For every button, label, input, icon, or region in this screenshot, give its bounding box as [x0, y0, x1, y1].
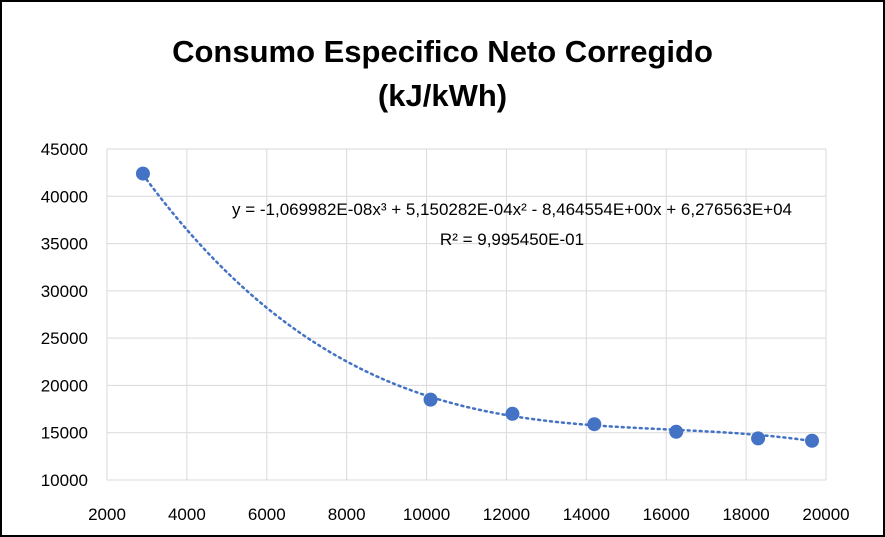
- x-tick-label: 2000: [88, 505, 126, 524]
- x-tick-label: 6000: [248, 505, 286, 524]
- data-point: [805, 433, 820, 448]
- y-tick-label: 30000: [41, 282, 88, 301]
- y-tick-label: 15000: [41, 424, 88, 443]
- trendline-labels: y = -1,069982E-08x³ + 5,150282E-04x² - 8…: [232, 200, 792, 249]
- trendline-equation: y = -1,069982E-08x³ + 5,150282E-04x² - 8…: [232, 200, 792, 219]
- y-tick-label: 40000: [41, 187, 88, 206]
- x-tick-label: 8000: [328, 505, 366, 524]
- data-point: [669, 424, 684, 439]
- data-point: [135, 166, 150, 181]
- trendline-r2: R² = 9,995450E-01: [440, 230, 584, 249]
- data-point: [505, 406, 520, 421]
- y-tick-label: 45000: [41, 140, 88, 159]
- x-tick-label: 4000: [168, 505, 206, 524]
- x-tick-label: 14000: [563, 505, 610, 524]
- x-tick-label: 16000: [643, 505, 690, 524]
- data-point: [423, 392, 438, 407]
- x-tick-label: 10000: [403, 505, 450, 524]
- data-point: [751, 431, 766, 446]
- x-tick-label: 20000: [802, 505, 849, 524]
- y-tick-label: 10000: [41, 471, 88, 490]
- data-points: [135, 166, 820, 448]
- y-tick-label: 20000: [41, 376, 88, 395]
- trendline-layer: [141, 173, 814, 443]
- gridlines: [106, 148, 827, 481]
- y-tick-label: 25000: [41, 329, 88, 348]
- trendline: [141, 173, 814, 443]
- chart-title-line-2: (kJ/kWh): [377, 78, 508, 113]
- chart-title-line-1: Consumo Especifico Neto Corregido: [172, 34, 713, 69]
- x-tick-label: 18000: [722, 505, 769, 524]
- y-tick-label: 35000: [41, 235, 88, 254]
- tick-labels: 10000 15000 20000 25000 30000 35000 40000 45000…: [41, 140, 850, 524]
- chart-title: Consumo Especifico Neto Corregido (kJ/kW…: [2, 30, 883, 118]
- data-point: [587, 417, 602, 432]
- x-tick-label: 12000: [483, 505, 530, 524]
